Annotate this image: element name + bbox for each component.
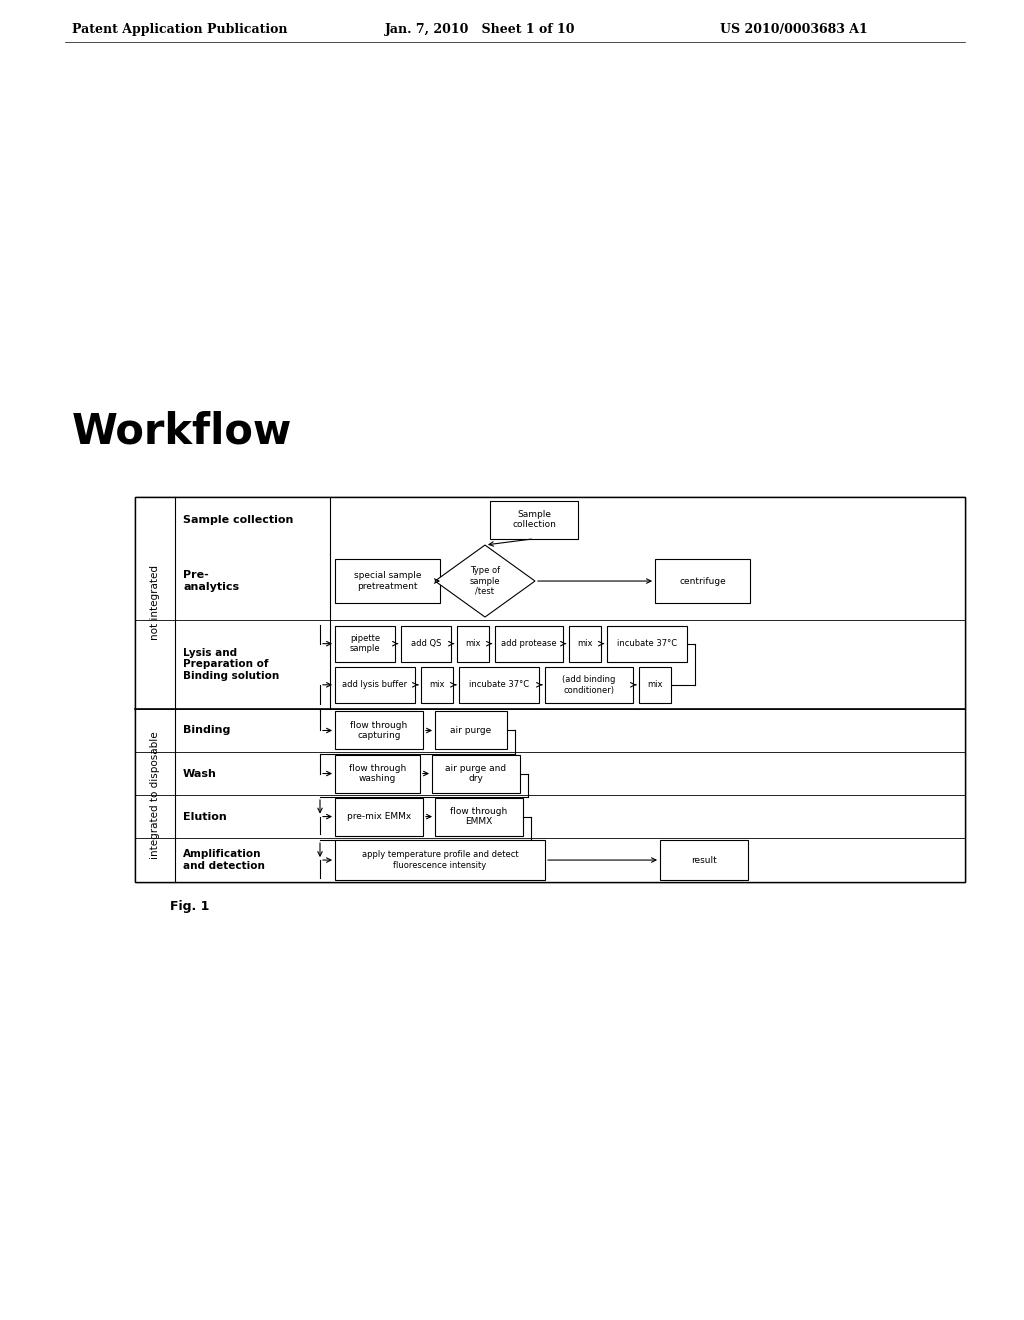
Text: air purge: air purge [451,726,492,735]
FancyBboxPatch shape [660,840,748,880]
FancyBboxPatch shape [335,667,415,702]
Text: not integrated: not integrated [150,565,160,640]
Polygon shape [435,545,535,616]
Text: Wash: Wash [183,768,217,779]
FancyBboxPatch shape [135,498,965,882]
Text: Pre-
analytics: Pre- analytics [183,570,240,591]
Text: pre-mix EMMx: pre-mix EMMx [347,812,411,821]
Text: Fig. 1: Fig. 1 [170,900,209,913]
Text: (add binding
conditioner): (add binding conditioner) [562,675,615,694]
FancyBboxPatch shape [545,667,633,702]
FancyBboxPatch shape [495,626,563,661]
Text: Patent Application Publication: Patent Application Publication [72,22,288,36]
FancyBboxPatch shape [435,797,523,836]
Text: mix: mix [647,680,663,689]
Text: Elution: Elution [183,812,226,821]
Text: add QS: add QS [411,639,441,648]
Text: Lysis and
Preparation of
Binding solution: Lysis and Preparation of Binding solutio… [183,648,280,681]
Text: US 2010/0003683 A1: US 2010/0003683 A1 [720,22,867,36]
Text: Workflow: Workflow [72,411,293,451]
FancyBboxPatch shape [135,498,965,882]
Text: Sample collection: Sample collection [183,515,293,525]
FancyBboxPatch shape [490,500,578,539]
FancyBboxPatch shape [335,840,545,880]
FancyBboxPatch shape [459,667,539,702]
FancyBboxPatch shape [607,626,687,661]
FancyBboxPatch shape [655,560,750,603]
Text: air purge and
dry: air purge and dry [445,764,507,783]
FancyBboxPatch shape [435,711,507,750]
Text: mix: mix [465,639,480,648]
Text: flow through
washing: flow through washing [349,764,407,783]
Text: pipette
sample: pipette sample [349,634,380,653]
Text: flow through
EMMX: flow through EMMX [451,807,508,826]
Text: Type of
sample
/test: Type of sample /test [470,566,501,595]
FancyBboxPatch shape [639,667,671,702]
Text: incubate 37°C: incubate 37°C [616,639,677,648]
Text: add protease: add protease [501,639,557,648]
Text: incubate 37°C: incubate 37°C [469,680,529,689]
FancyBboxPatch shape [335,560,440,603]
Text: add lysis buffer: add lysis buffer [342,680,408,689]
Text: centrifuge: centrifuge [679,577,726,586]
Text: result: result [691,855,717,865]
Text: Amplification
and detection: Amplification and detection [183,849,265,871]
Text: Jan. 7, 2010   Sheet 1 of 10: Jan. 7, 2010 Sheet 1 of 10 [385,22,575,36]
Text: flow through
capturing: flow through capturing [350,721,408,741]
FancyBboxPatch shape [335,711,423,750]
Text: mix: mix [429,680,444,689]
FancyBboxPatch shape [335,755,420,792]
FancyBboxPatch shape [432,755,520,792]
FancyBboxPatch shape [335,626,395,661]
Text: integrated to disposable: integrated to disposable [150,731,160,859]
FancyBboxPatch shape [421,667,453,702]
FancyBboxPatch shape [457,626,489,661]
Text: special sample
pretreatment: special sample pretreatment [353,572,421,591]
FancyBboxPatch shape [401,626,451,661]
Text: apply temperature profile and detect
fluorescence intensity: apply temperature profile and detect flu… [361,850,518,870]
Text: mix: mix [578,639,593,648]
Text: Sample
collection: Sample collection [512,510,556,529]
FancyBboxPatch shape [335,797,423,836]
FancyBboxPatch shape [569,626,601,661]
Text: Binding: Binding [183,726,230,735]
